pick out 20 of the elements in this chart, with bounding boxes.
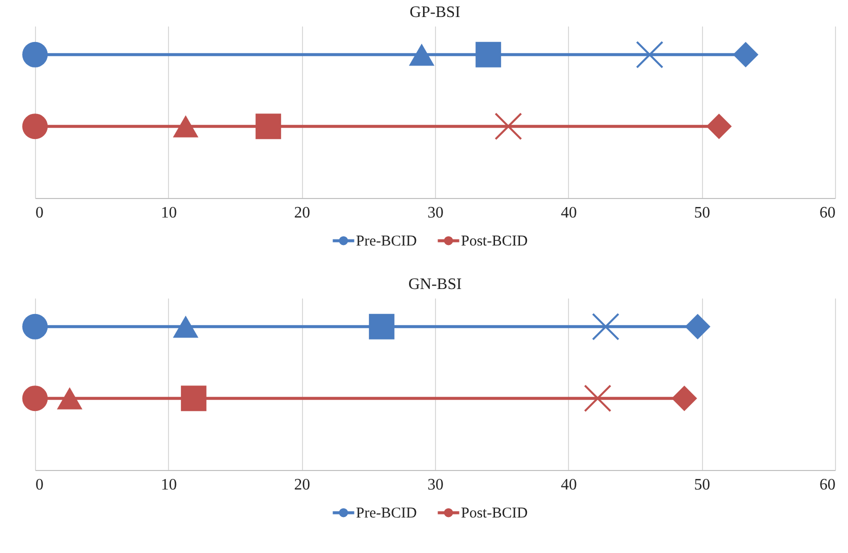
legend-label: Post-BCID	[461, 234, 528, 250]
x-tick-label: 10	[160, 204, 177, 222]
legend-label: Pre-BCID	[356, 234, 417, 250]
chart-title: GP-BSI	[410, 4, 460, 21]
x-tick-label: 60	[820, 476, 836, 494]
legend-label: Post-BCID	[461, 506, 528, 522]
x-tick-label: 40	[560, 204, 577, 222]
x-tick-label: 30	[428, 476, 444, 494]
x-tick-label: 0	[36, 476, 44, 494]
x-tick-label: 20	[294, 476, 310, 494]
x-tick-label: 50	[694, 204, 710, 222]
x-tick-label: 0	[36, 204, 44, 222]
x-tick-label: 50	[694, 476, 710, 494]
x-tick-label: 40	[560, 476, 577, 494]
x-tick-label: 60	[820, 204, 836, 222]
legend-label: Pre-BCID	[356, 506, 417, 522]
x-tick-label: 30	[428, 204, 444, 222]
x-tick-label: 20	[294, 204, 310, 222]
chart-title: GN-BSI	[408, 276, 462, 293]
x-tick-label: 10	[160, 476, 177, 494]
